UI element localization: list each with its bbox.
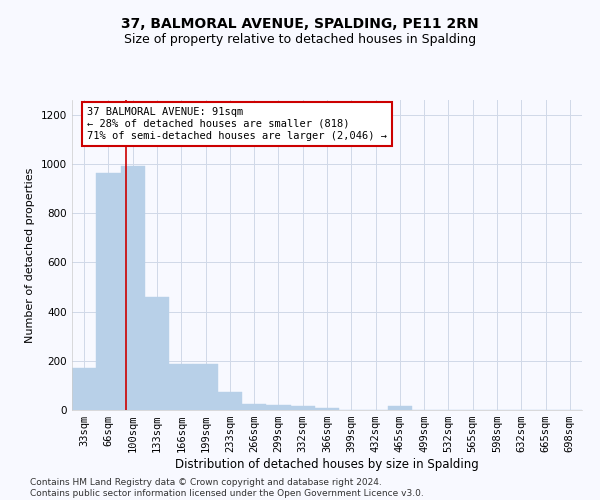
Bar <box>266 405 290 410</box>
Bar <box>72 368 96 410</box>
Bar <box>169 364 193 410</box>
Text: Size of property relative to detached houses in Spalding: Size of property relative to detached ho… <box>124 32 476 46</box>
Bar <box>388 406 412 410</box>
Bar <box>315 408 339 410</box>
Text: 37 BALMORAL AVENUE: 91sqm
← 28% of detached houses are smaller (818)
71% of semi: 37 BALMORAL AVENUE: 91sqm ← 28% of detac… <box>87 108 387 140</box>
Text: 37, BALMORAL AVENUE, SPALDING, PE11 2RN: 37, BALMORAL AVENUE, SPALDING, PE11 2RN <box>121 18 479 32</box>
Bar <box>121 166 145 410</box>
Y-axis label: Number of detached properties: Number of detached properties <box>25 168 35 342</box>
Bar <box>218 392 242 410</box>
Bar <box>242 404 266 410</box>
Bar <box>145 297 169 410</box>
Bar <box>96 172 121 410</box>
Bar <box>193 364 218 410</box>
X-axis label: Distribution of detached houses by size in Spalding: Distribution of detached houses by size … <box>175 458 479 471</box>
Text: Contains HM Land Registry data © Crown copyright and database right 2024.
Contai: Contains HM Land Registry data © Crown c… <box>30 478 424 498</box>
Bar <box>290 406 315 410</box>
